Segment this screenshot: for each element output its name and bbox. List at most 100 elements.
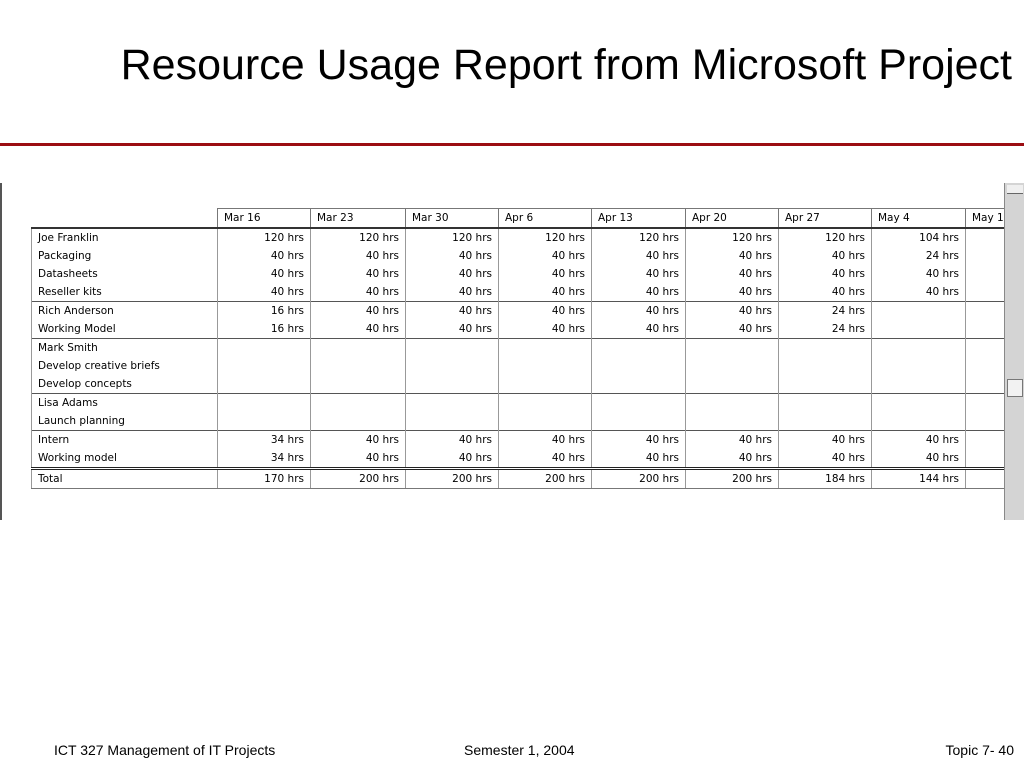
hours-cell: 40 hrs [685, 301, 779, 320]
column-header: Mar 23 [310, 208, 406, 229]
hours-cell: 40 hrs [591, 247, 686, 265]
task-name: Develop concepts [31, 375, 218, 394]
resource-name: Rich Anderson [31, 301, 218, 320]
hours-cell: 16 hrs [217, 301, 311, 320]
hours-cell [778, 375, 872, 394]
task-name: Packaging [31, 247, 218, 265]
hours-cell: 40 hrs [871, 430, 966, 449]
footer-semester: Semester 1, 2004 [464, 742, 575, 758]
hours-cell: 40 hrs [591, 320, 686, 339]
task-name: Reseller kits [31, 283, 218, 302]
hours-cell: 120 hrs [778, 227, 872, 247]
task-row: Packaging 40 hrs 40 hrs 40 hrs 40 hrs 40 hrs 4… [31, 247, 1016, 265]
hours-cell [310, 375, 406, 394]
hours-cell: 40 hrs [685, 430, 779, 449]
hours-cell [591, 338, 686, 357]
scroll-up-arrow-icon[interactable] [1007, 185, 1023, 194]
footer-topic: Topic 7- 40 [945, 742, 1014, 758]
hours-cell [498, 375, 592, 394]
column-header: Mar 30 [405, 208, 499, 229]
hours-cell: 34 hrs [217, 430, 311, 449]
resource-row: Mark Smith [31, 338, 1016, 357]
hours-cell [871, 320, 966, 339]
column-header: May 4 [871, 208, 966, 229]
hours-cell: 40 hrs [498, 430, 592, 449]
header-corner [31, 208, 218, 229]
resource-row: Rich Anderson 16 hrs 40 hrs 40 hrs 40 hrs 40 … [31, 301, 1016, 320]
hours-cell: 24 hrs [778, 301, 872, 320]
hours-cell: 40 hrs [217, 265, 311, 283]
hours-cell: 40 hrs [498, 301, 592, 320]
hours-cell: 40 hrs [591, 283, 686, 302]
hours-cell: 40 hrs [685, 247, 779, 265]
hours-cell: 40 hrs [498, 265, 592, 283]
hours-cell [217, 375, 311, 394]
hours-cell: 24 hrs [871, 247, 966, 265]
hours-cell [310, 393, 406, 412]
hours-cell [685, 393, 779, 412]
resource-row: Intern 34 hrs 40 hrs 40 hrs 40 hrs 40 hrs 40 h… [31, 430, 1016, 449]
hours-cell: 104 hrs [871, 227, 966, 247]
hours-cell [405, 357, 499, 375]
hours-cell [871, 393, 966, 412]
hours-cell: 40 hrs [498, 283, 592, 302]
hours-cell [498, 393, 592, 412]
footer-course: ICT 327 Management of IT Projects [54, 742, 276, 758]
total-hours-cell: 200 hrs [591, 467, 686, 489]
task-row: Develop creative briefs [31, 357, 1016, 375]
hours-cell: 40 hrs [310, 449, 406, 469]
hours-cell [217, 393, 311, 412]
hours-cell [310, 412, 406, 431]
hours-cell: 40 hrs [778, 283, 872, 302]
hours-cell: 40 hrs [591, 449, 686, 469]
column-header: May 1 [965, 208, 1016, 229]
hours-cell [778, 357, 872, 375]
resource-name: Intern [31, 430, 218, 449]
hours-cell: 40 hrs [685, 320, 779, 339]
column-header: Apr 20 [685, 208, 779, 229]
hours-cell: 40 hrs [778, 265, 872, 283]
table-header-row: Mar 16 Mar 23 Mar 30 Apr 6 Apr 13 Apr 20 Apr 2… [31, 208, 1016, 229]
hours-cell: 40 hrs [871, 449, 966, 469]
hours-cell: 120 hrs [685, 227, 779, 247]
hours-cell: 120 hrs [498, 227, 592, 247]
resource-usage-table: Mar 16 Mar 23 Mar 30 Apr 6 Apr 13 Apr 20 Apr 2… [31, 208, 1016, 489]
hours-cell: 40 hrs [778, 430, 872, 449]
task-name: Working Model [31, 320, 218, 339]
hours-cell: 40 hrs [217, 247, 311, 265]
hours-cell [405, 412, 499, 431]
hours-cell: 40 hrs [498, 247, 592, 265]
total-hours-cell: 184 hrs [778, 467, 872, 489]
hours-cell: 120 hrs [405, 227, 499, 247]
column-header: Apr 6 [498, 208, 592, 229]
task-row: Reseller kits 40 hrs 40 hrs 40 hrs 40 hrs 40 … [31, 283, 1016, 302]
slide-title: Resource Usage Report from Microsoft Pro… [120, 41, 1012, 89]
scroll-thumb[interactable] [1007, 379, 1023, 397]
report-left-edge [0, 183, 2, 520]
hours-cell: 40 hrs [685, 265, 779, 283]
total-hours-cell: 144 hrs [871, 467, 966, 489]
task-name: Working model [31, 449, 218, 469]
hours-cell: 40 hrs [405, 449, 499, 469]
task-row: Working Model 16 hrs 40 hrs 40 hrs 40 hrs 40 … [31, 320, 1016, 339]
hours-cell: 40 hrs [591, 265, 686, 283]
hours-cell [591, 375, 686, 394]
hours-cell [310, 338, 406, 357]
hours-cell [871, 357, 966, 375]
total-hours-cell: 200 hrs [498, 467, 592, 489]
hours-cell [405, 338, 499, 357]
hours-cell [685, 375, 779, 394]
vertical-scrollbar[interactable] [1004, 183, 1024, 520]
hours-cell [685, 412, 779, 431]
column-header: Mar 16 [217, 208, 311, 229]
hours-cell: 40 hrs [310, 283, 406, 302]
hours-cell [778, 393, 872, 412]
title-rule [0, 143, 1024, 146]
hours-cell [217, 357, 311, 375]
task-row: Develop concepts [31, 375, 1016, 394]
table-body: Joe Franklin 120 hrs 120 hrs 120 hrs 120 hrs… [31, 227, 1016, 489]
task-name: Datasheets [31, 265, 218, 283]
column-header: Apr 13 [591, 208, 686, 229]
task-row: Working model 34 hrs 40 hrs 40 hrs 40 hrs 40 … [31, 449, 1016, 469]
hours-cell: 40 hrs [310, 320, 406, 339]
